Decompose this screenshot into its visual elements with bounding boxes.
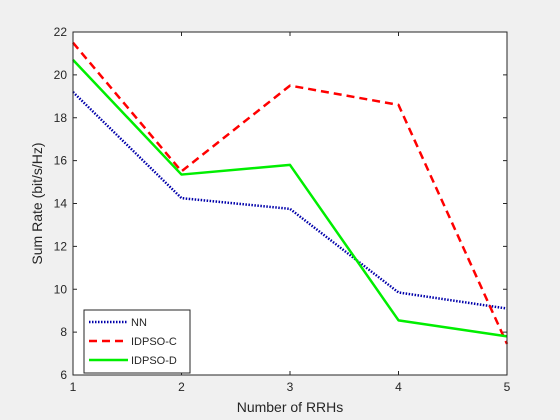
x-tick-label: 3 [287,380,294,394]
y-tick-label: 18 [54,111,68,125]
legend: NN IDPSO-C IDPSO-D [83,309,191,374]
series-layer [72,41,509,345]
y-tick-label: 16 [54,154,68,168]
y-tick-label: 10 [54,282,68,296]
legend-label-idpso-d: IDPSO-D [131,355,177,367]
series-line-idpso-c [72,41,509,345]
x-tick-label: 5 [504,380,511,394]
x-tick-label: 2 [178,380,185,394]
x-axis-label: Number of RRHs [237,399,344,415]
series-line-idpso-d [72,59,508,338]
y-tick-label: 22 [54,25,68,39]
legend-label-nn: NN [131,317,147,329]
y-tick-label: 20 [54,68,68,82]
y-tick-label: 12 [54,239,68,253]
y-tick-label: 6 [60,368,67,382]
x-tick-label: 1 [70,380,77,394]
y-tick-label: 14 [54,197,68,211]
y-tick-label: 8 [60,325,67,339]
legend-label-idpso-c: IDPSO-C [131,336,177,348]
y-axis-label: Sum Rate (bit/s/Hz) [29,142,45,264]
x-tick-label: 4 [395,380,402,394]
legend-box [83,309,191,374]
